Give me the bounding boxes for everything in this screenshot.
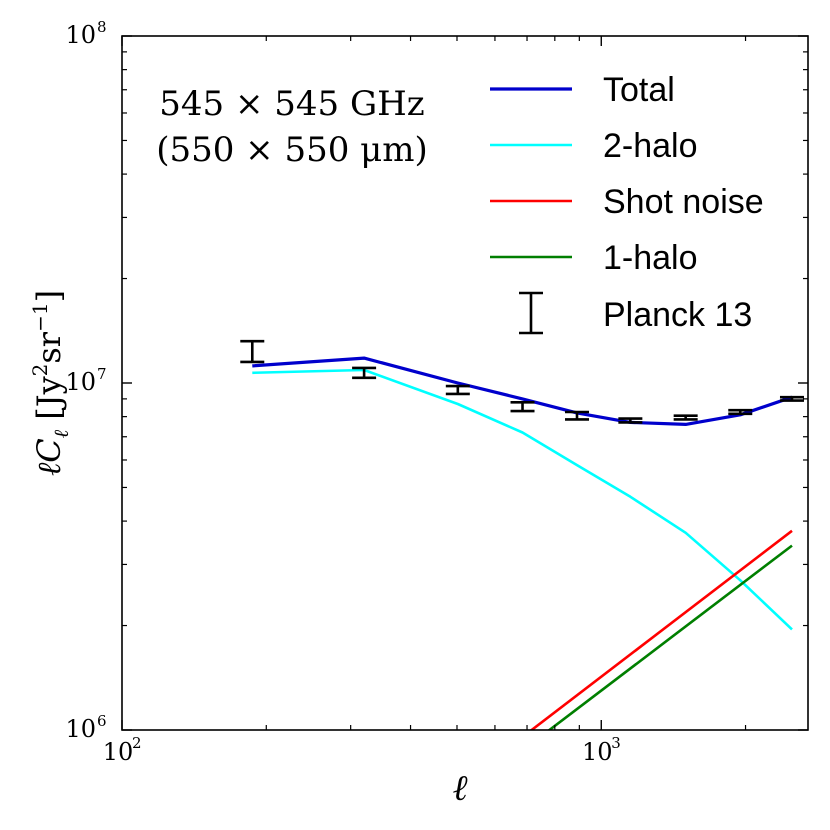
errorbar-point [728, 408, 753, 416]
legend-label-total: Total [603, 71, 675, 109]
x-tick-exponent: 2 [132, 734, 142, 752]
y-axis-label-main: ℓC [30, 438, 68, 476]
y-axis-label-units-close: ] [30, 290, 68, 302]
plot-marks [240, 339, 804, 730]
y-tick-label: 10 [65, 21, 96, 49]
legend: Total 2-halo Shot noise 1-halo Planck 13 [490, 71, 764, 335]
annotation-frequency: 545 × 545 GHz [159, 84, 424, 124]
errorbar-point [240, 339, 265, 364]
legend-label-2-halo: 2-halo [603, 127, 698, 165]
y-tick-label: 10 [65, 368, 96, 396]
series-line-shot-noise [529, 529, 793, 730]
errorbar-point [445, 384, 470, 396]
series-line-2-halo [252, 368, 793, 631]
y-tick-exponent: 8 [97, 18, 107, 36]
y-axis-label: ℓCℓ [Jy2sr−1] [28, 290, 73, 476]
errorbar-point [352, 366, 377, 380]
errorbar-point [510, 400, 535, 413]
x-tick-exponent: 3 [611, 734, 621, 752]
series-line-1-halo [547, 544, 793, 730]
errorbar-point [673, 414, 698, 421]
y-axis-label-units-open: [Jy [30, 376, 68, 430]
errorbar-point [618, 417, 643, 424]
annotation-wavelength: (550 × 550 μm) [156, 130, 428, 170]
y-tick-exponent: 6 [97, 712, 107, 730]
legend-swatch-planck-13 [519, 291, 543, 335]
legend-label-1-halo: 1-halo [603, 239, 698, 277]
y-tick-label: 10 [65, 715, 96, 743]
y-axis-label-sup1: 2 [28, 364, 52, 377]
legend-label-planck-13: Planck 13 [603, 296, 752, 334]
y-axis-label-units-mid: sr [30, 331, 68, 363]
y-tick-exponent: 7 [97, 365, 107, 383]
y-axis-label-sub: ℓ [49, 429, 73, 438]
legend-label-shot-noise: Shot noise [603, 183, 764, 221]
errorbar-point [779, 395, 804, 402]
x-tick-label: 10 [103, 738, 134, 766]
x-axis-label: ℓ [453, 768, 468, 809]
errorbar-point [565, 410, 590, 421]
y-axis-label-sup2: −1 [28, 302, 52, 331]
x-tick-label: 10 [582, 738, 613, 766]
